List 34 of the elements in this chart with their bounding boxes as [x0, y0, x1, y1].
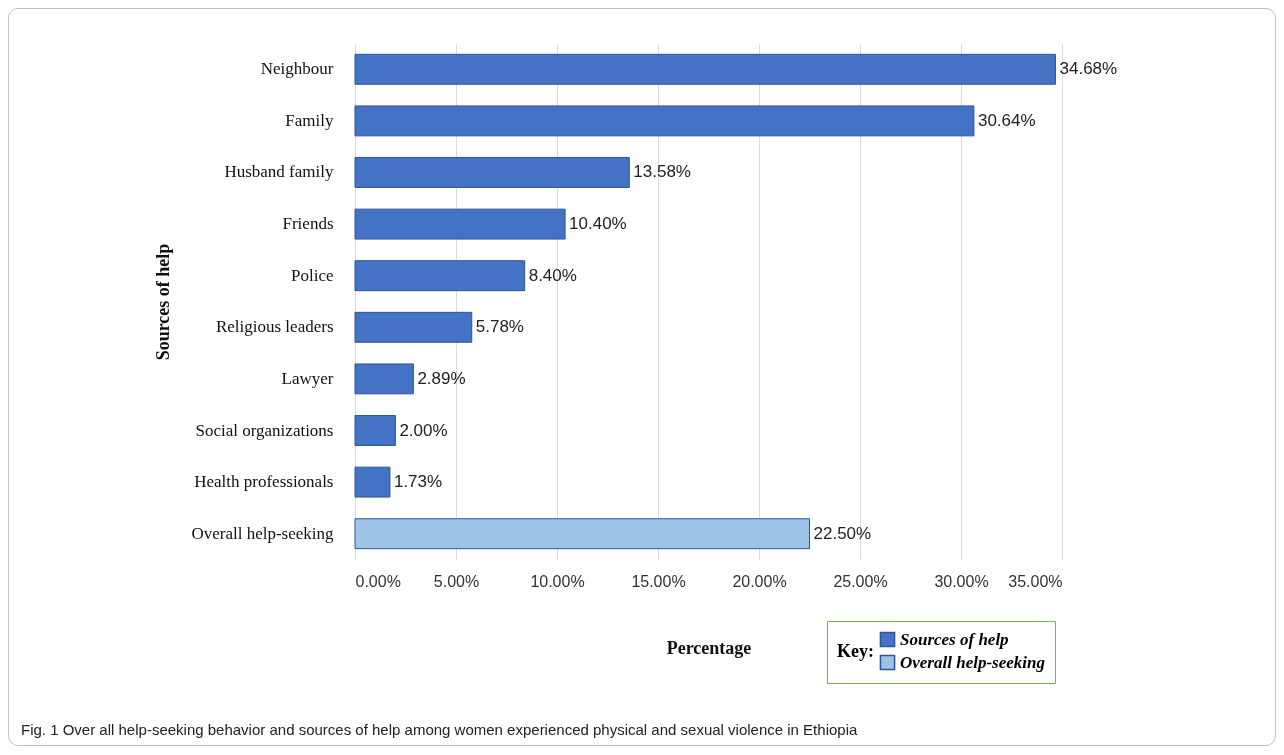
legend-label: Overall help-seeking: [900, 652, 1046, 672]
y-tick-label: Family: [285, 110, 334, 130]
caption: Fig. 1 Over all help-seeking behavior and sources of help among women experienced physical and sexual violence in Ethiopia: [21, 721, 858, 738]
y-tick-label: Lawyer: [281, 368, 334, 388]
y-tick-label: Overall help-seeking: [191, 523, 334, 543]
x-tick-label: 10.00%: [530, 572, 585, 590]
x-tick-label: 5.00%: [433, 572, 480, 590]
y-tick-label: Health professionals: [194, 472, 334, 492]
data-label: 34.68%: [1059, 59, 1118, 79]
y-axis-title: Sources of help: [153, 243, 174, 361]
data-label: 2.00%: [399, 420, 448, 440]
y-tick-label: Neighbour: [260, 59, 334, 79]
data-label: 1.73%: [393, 472, 443, 492]
y-tick-label: Husband family: [224, 162, 334, 182]
x-tick-label: 35.00%: [1008, 572, 1063, 590]
x-tick-label: 25.00%: [833, 572, 888, 590]
data-label: 13.58%: [633, 162, 691, 182]
legend-title: Key:: [837, 641, 874, 661]
data-label: 10.40%: [569, 214, 627, 234]
y-tick-label: Friends: [282, 214, 334, 234]
x-axis-title: Percentage: [666, 637, 752, 658]
data-label: 5.78%: [475, 317, 524, 337]
x-tick-label: 30.00%: [934, 572, 989, 590]
y-tick-label: Police: [291, 265, 334, 285]
legend-label: Sources of help: [900, 629, 1009, 649]
y-tick-label: Religious leaders: [215, 317, 334, 337]
data-label: 30.64%: [977, 110, 1036, 130]
data-label: 8.40%: [528, 265, 577, 285]
x-tick-label: 0.00%: [355, 572, 401, 590]
y-tick-label: Social organizations: [195, 420, 334, 440]
x-tick-label: 15.00%: [631, 572, 686, 590]
x-tick-label: 20.00%: [732, 572, 787, 590]
data-label: 22.50%: [813, 523, 872, 543]
data-label: 2.89%: [417, 368, 466, 388]
